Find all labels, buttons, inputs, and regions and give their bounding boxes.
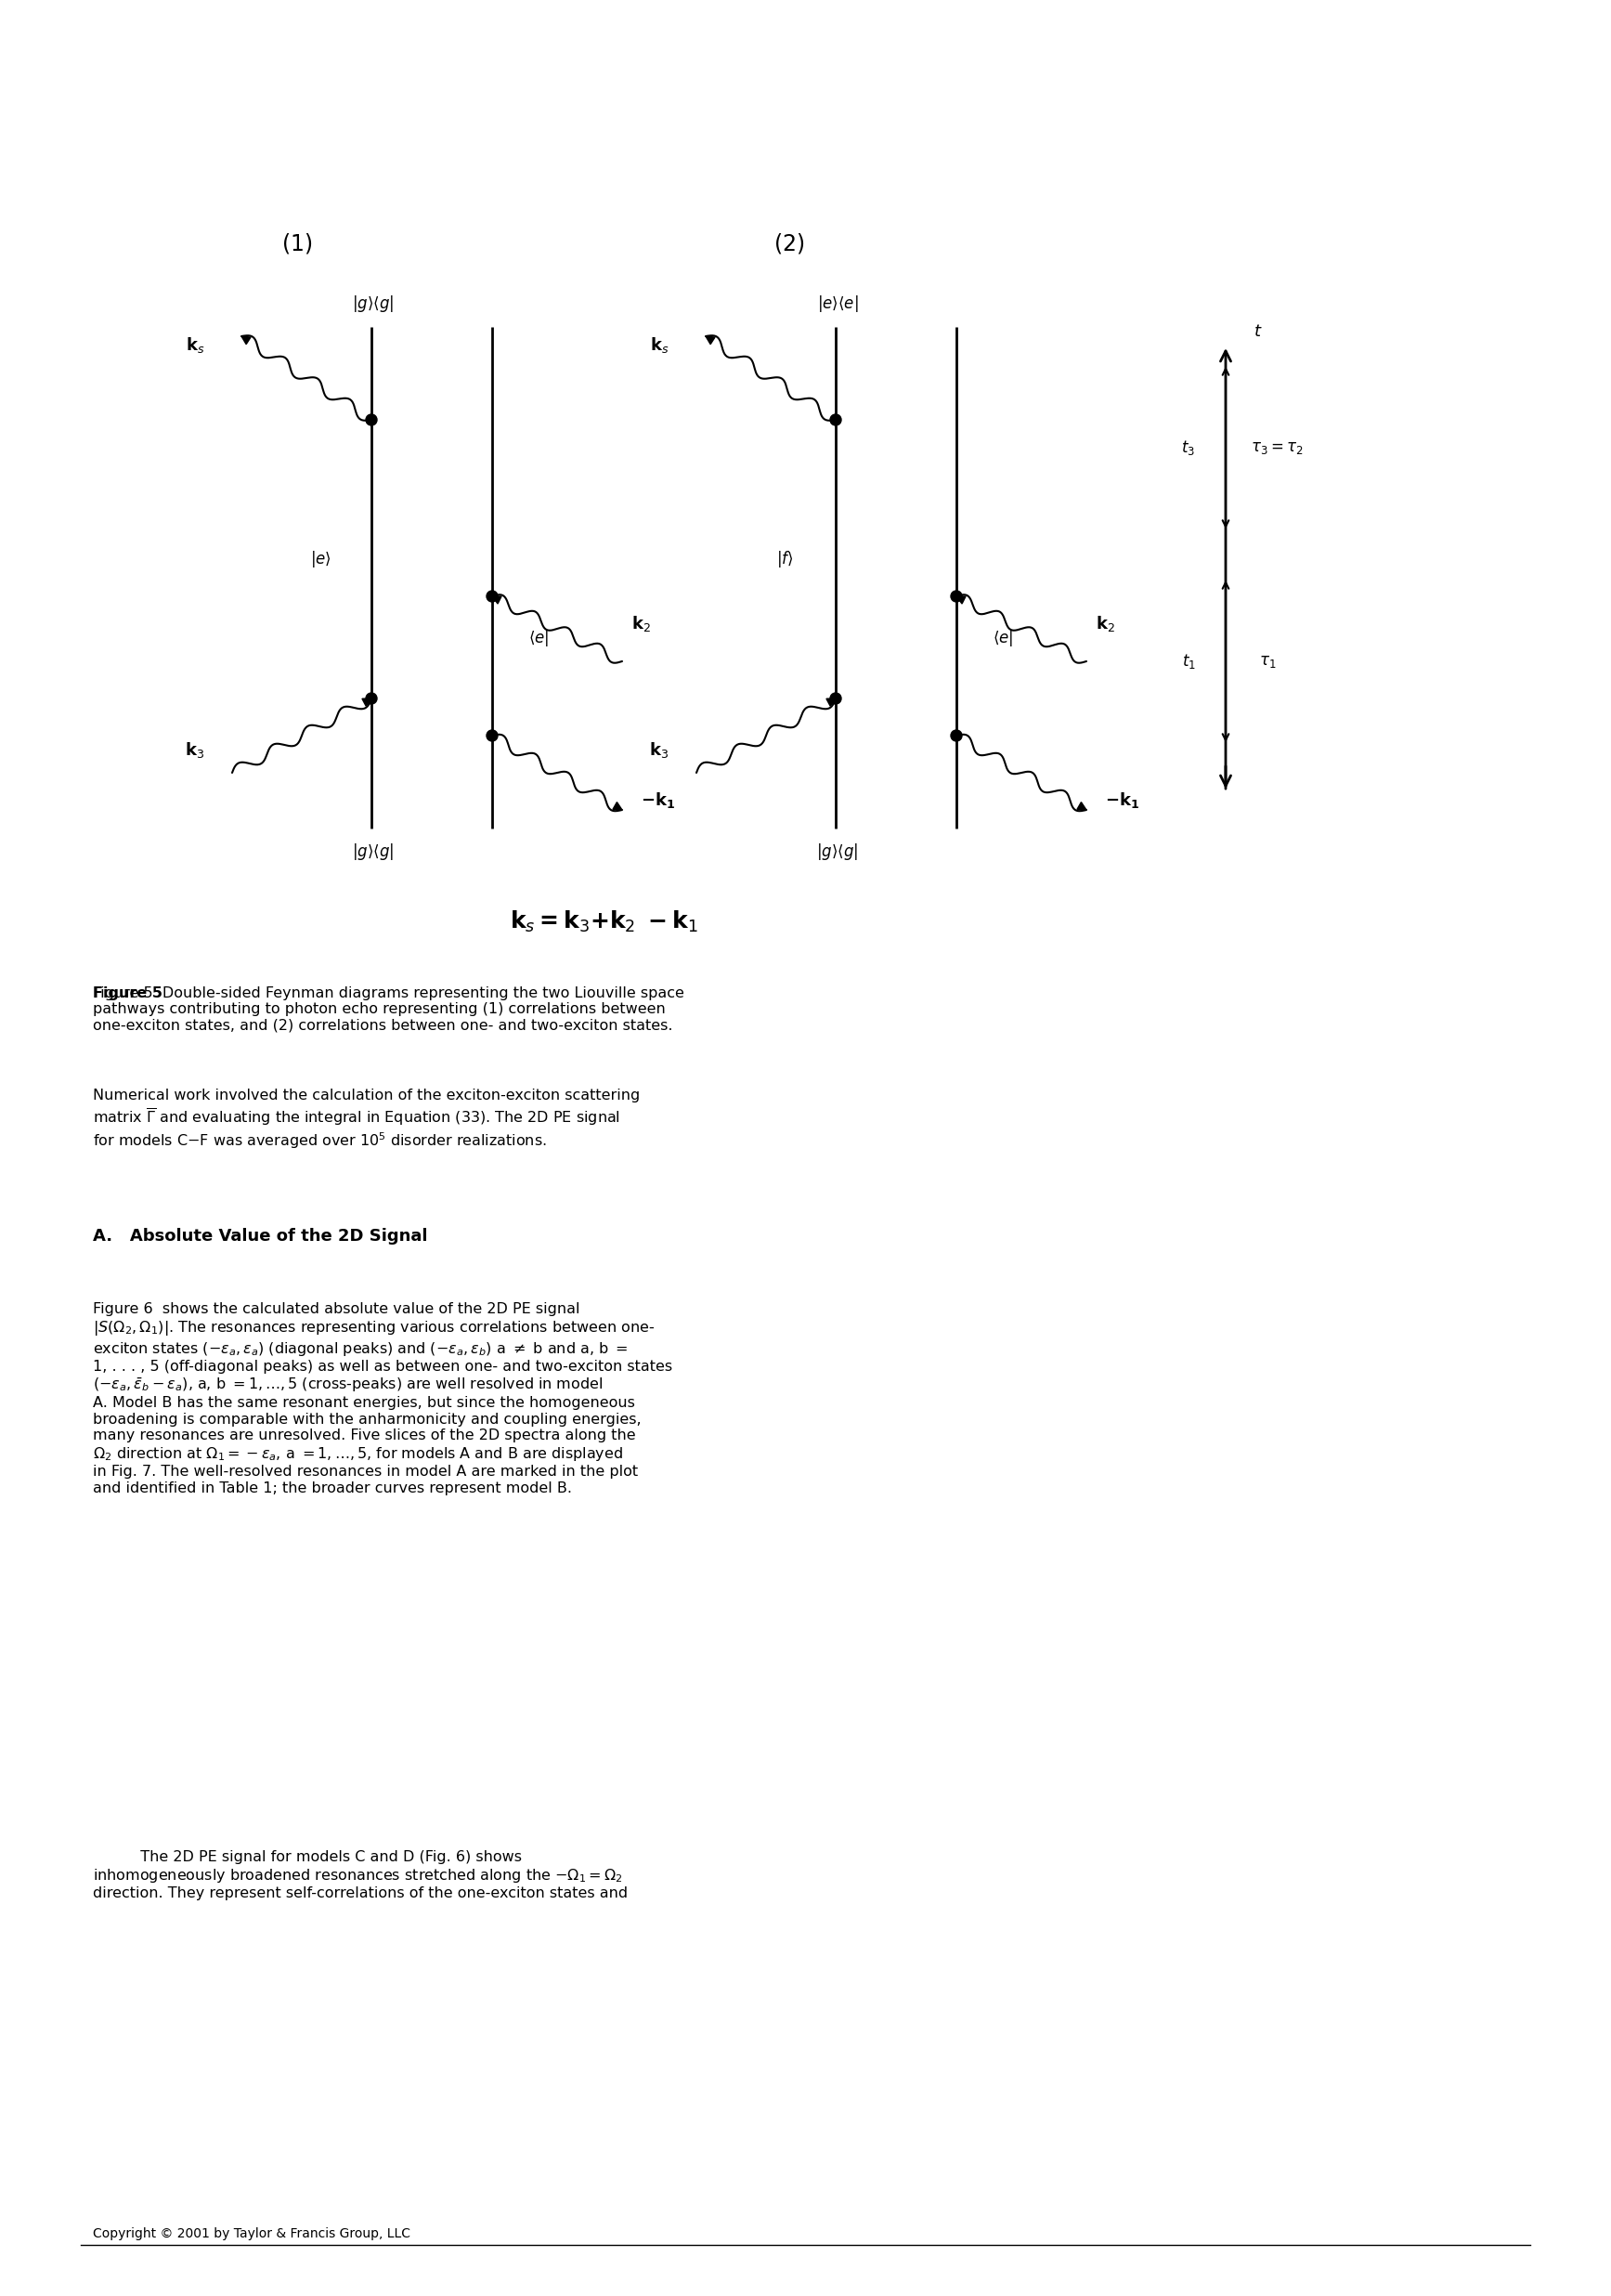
Text: $|g\rangle\langle g|$: $|g\rangle\langle g|$ [817,843,859,861]
Circle shape [830,693,841,705]
Text: $\mathbf{k}_s$: $\mathbf{k}_s$ [185,335,205,356]
Polygon shape [491,597,501,604]
Polygon shape [612,801,622,810]
Text: $t_3$: $t_3$ [1181,439,1195,457]
Text: $\langle e|$: $\langle e|$ [528,627,549,647]
Polygon shape [362,698,372,707]
Polygon shape [957,597,965,604]
Text: $\mathbf{k}_3$: $\mathbf{k}_3$ [185,739,205,760]
Text: $|e\rangle\langle e|$: $|e\rangle\langle e|$ [817,294,859,315]
Text: $\tau_3=\tau_2$: $\tau_3=\tau_2$ [1250,439,1303,457]
Circle shape [950,590,962,602]
Text: A.   Absolute Value of the 2D Signal: A. Absolute Value of the 2D Signal [93,1228,427,1244]
Circle shape [950,730,962,742]
Text: $|g\rangle\langle g|$: $|g\rangle\langle g|$ [353,294,395,315]
Circle shape [366,413,377,425]
Text: $(2)$: $(2)$ [773,232,806,255]
Text: $\mathbf{k}_2$: $\mathbf{k}_2$ [632,615,651,634]
Text: $|f\rangle$: $|f\rangle$ [777,549,793,569]
Text: $\tau_1$: $\tau_1$ [1258,652,1276,670]
Text: $|e\rangle$: $|e\rangle$ [309,549,330,569]
Text: Figure 5: Figure 5 [93,987,163,1001]
Text: The 2D PE signal for models C and D (Fig. 6) shows
inhomogeneously broadened res: The 2D PE signal for models C and D (Fig… [93,1851,628,1901]
Circle shape [487,590,498,602]
Text: Copyright © 2001 by Taylor & Francis Group, LLC: Copyright © 2001 by Taylor & Francis Gro… [93,2227,411,2241]
Text: $\mathbf{-k_1}$: $\mathbf{-k_1}$ [641,790,675,810]
Polygon shape [826,698,836,707]
Text: $\langle e|$: $\langle e|$ [992,627,1013,647]
Text: $\mathbf{k}_2$: $\mathbf{k}_2$ [1095,615,1115,634]
Circle shape [366,693,377,705]
Text: $t_1$: $t_1$ [1181,652,1195,670]
Text: Figure 5  Double-sided Feynman diagrams representing the two Liouville space
pat: Figure 5 Double-sided Feynman diagrams r… [93,987,685,1033]
Text: $\mathbf{k}_s$: $\mathbf{k}_s$ [649,335,669,356]
Circle shape [830,413,841,425]
Text: $(1)$: $(1)$ [282,232,313,255]
Text: Figure 6  shows the calculated absolute value of the 2D PE signal
$|S(\Omega_2, : Figure 6 shows the calculated absolute v… [93,1302,672,1495]
Text: $\mathbf{k}_3$: $\mathbf{k}_3$ [649,739,669,760]
Circle shape [487,730,498,742]
Polygon shape [1078,801,1086,810]
Text: $t$: $t$ [1253,324,1263,340]
Text: $\mathbf{-k_1}$: $\mathbf{-k_1}$ [1105,790,1139,810]
Polygon shape [242,335,251,344]
Text: $|g\rangle\langle g|$: $|g\rangle\langle g|$ [353,843,395,861]
Text: Numerical work involved the calculation of the exciton-exciton scattering
matrix: Numerical work involved the calculation … [93,1088,640,1150]
Text: $\mathbf{k}_s\mathbf{=k}_3\mathbf{+k}_2\mathbf{\ -k}_1$: $\mathbf{k}_s\mathbf{=k}_3\mathbf{+k}_2\… [509,909,698,934]
Polygon shape [706,335,715,344]
